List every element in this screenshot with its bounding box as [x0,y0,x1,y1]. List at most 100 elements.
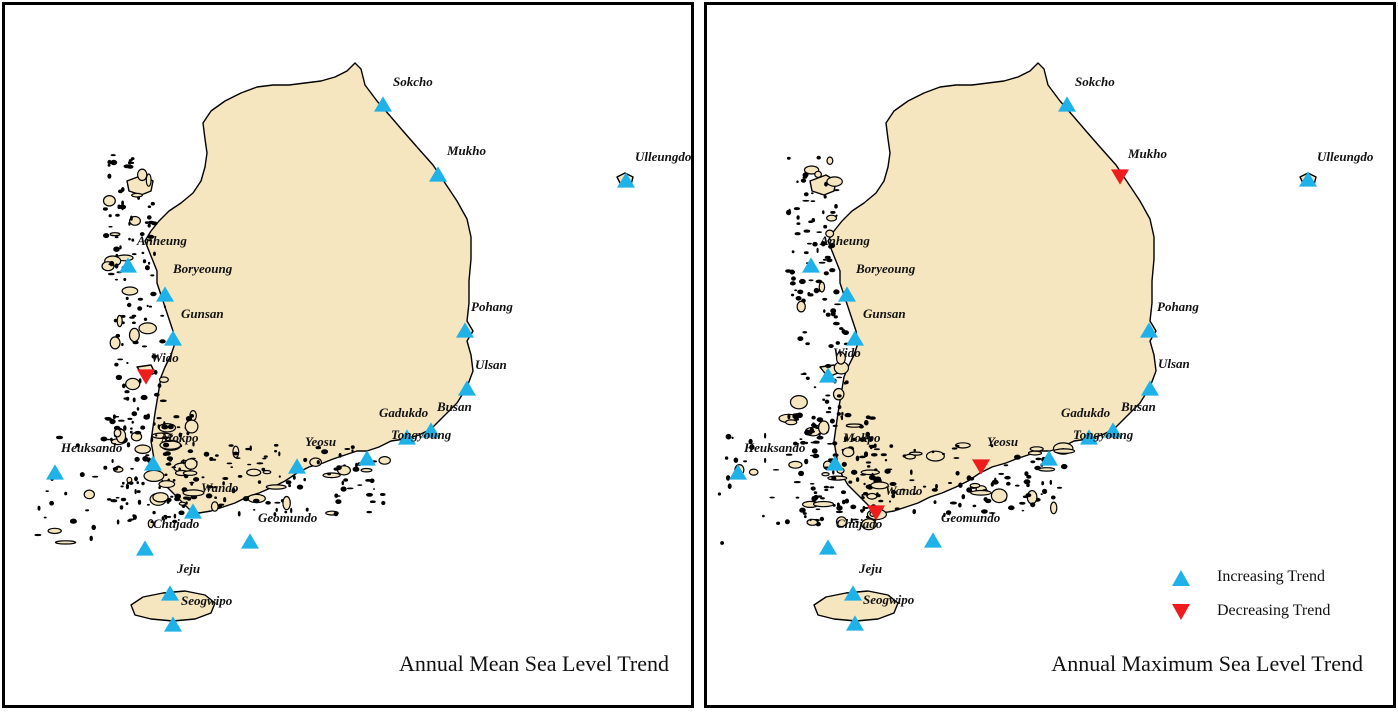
increasing-trend-marker[interactable] [1299,171,1317,187]
decreasing-trend-marker[interactable] [1111,169,1129,185]
small-island [179,444,183,448]
increasing-trend-marker[interactable] [136,540,154,556]
small-island [970,489,992,496]
small-island [1003,464,1009,467]
increasing-trend-marker[interactable] [374,96,392,112]
increasing-trend-marker[interactable] [164,330,182,346]
small-island [800,178,807,183]
increasing-trend-marker[interactable] [429,166,447,182]
small-island [253,508,256,511]
increasing-trend-marker[interactable] [241,533,259,549]
small-island [922,485,927,488]
small-island [235,457,241,459]
small-island [823,195,827,199]
panel-title-mean: Annual Mean Sea Level Trend [398,651,669,676]
small-island [123,397,129,400]
small-island [108,225,113,228]
small-island [858,424,864,429]
station-label: Ulleungdo [1317,149,1374,164]
increasing-trend-marker[interactable] [819,367,837,383]
small-island [273,443,279,447]
small-island [237,474,243,478]
legend-label-decreasing: Decreasing Trend [1217,602,1331,619]
increasing-trend-marker[interactable] [1141,380,1159,396]
small-island [110,159,118,166]
small-island [811,448,818,454]
small-island [125,377,141,391]
increasing-trend-marker[interactable] [458,380,476,396]
small-island [316,460,320,465]
increasing-trend-marker[interactable] [119,257,137,273]
increasing-trend-marker[interactable] [156,286,174,302]
small-island [352,466,360,472]
increasing-trend-marker[interactable] [826,455,844,471]
small-island [137,306,143,311]
increasing-trend-marker[interactable] [161,585,179,601]
small-island [1019,501,1026,505]
small-island [951,447,958,450]
station-label: Seogwipo [863,592,915,607]
increasing-trend-marker[interactable] [164,616,182,632]
increasing-trend-marker[interactable] [617,172,635,188]
decreasing-trend-marker[interactable] [137,369,155,385]
small-island [131,192,143,198]
small-island [828,344,834,349]
increasing-trend-marker[interactable] [844,585,862,601]
increasing-trend-marker[interactable] [456,322,474,338]
increasing-trend-marker[interactable] [358,450,376,466]
small-island [803,229,811,233]
increasing-trend-marker[interactable] [398,429,416,445]
small-island [866,492,878,500]
small-island [1038,467,1056,472]
station-label: Mokpo [842,430,881,445]
increasing-trend-marker[interactable] [1080,429,1098,445]
small-island [143,469,165,482]
increasing-trend-marker[interactable] [838,286,856,302]
small-island [795,295,802,301]
small-island [159,339,166,344]
small-island [884,459,888,462]
station-label: Wando [885,483,923,498]
increasing-trend-marker[interactable] [729,464,747,480]
small-island [175,493,178,499]
increasing-trend-marker[interactable] [422,422,440,438]
small-island [187,449,194,454]
decreasing-trend-marker[interactable] [972,459,990,475]
small-island [861,493,864,499]
small-island [315,446,322,450]
small-island [814,440,817,444]
small-island [140,394,148,401]
small-island [303,457,308,463]
small-island [804,192,809,197]
small-island [108,272,115,276]
small-island [222,476,229,480]
increasing-trend-marker[interactable] [1058,96,1076,112]
increasing-trend-marker[interactable] [846,615,864,631]
small-island [83,489,96,500]
small-island [47,527,62,535]
increasing-trend-marker[interactable] [924,532,942,548]
increasing-trend-marker[interactable] [1140,322,1158,338]
increasing-trend-marker[interactable] [144,455,162,471]
small-island [333,511,339,517]
small-island [826,176,843,187]
small-island [832,453,839,458]
increasing-trend-marker[interactable] [184,503,202,519]
small-island [126,482,130,485]
small-island [724,456,729,460]
small-island [826,156,834,166]
small-island [793,207,800,211]
increasing-trend-marker[interactable] [46,464,64,480]
small-island [163,305,166,309]
increasing-trend-marker[interactable] [819,539,837,555]
increasing-trend-marker[interactable] [1040,450,1058,466]
small-island [829,268,836,273]
increasing-trend-marker[interactable] [802,257,820,273]
increasing-trend-marker[interactable] [288,458,306,474]
small-island [120,314,126,318]
small-island [143,317,148,321]
decreasing-trend-marker[interactable] [867,505,885,521]
increasing-trend-marker[interactable] [1104,422,1122,438]
small-island [144,265,150,271]
increasing-trend-marker[interactable] [846,330,864,346]
